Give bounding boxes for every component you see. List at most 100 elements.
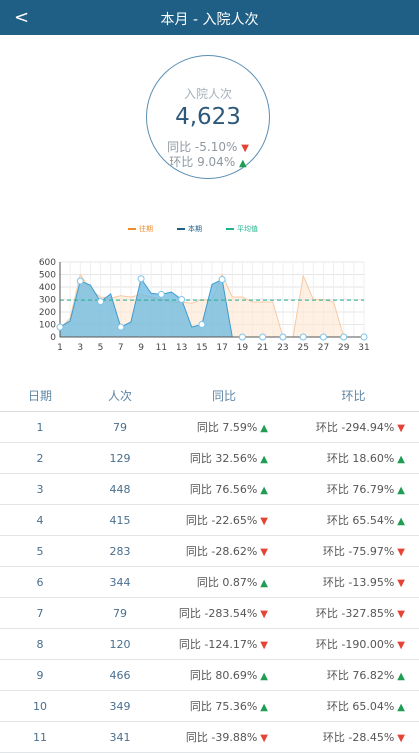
cell-mom-text: 环比 65.54% — [326, 514, 395, 527]
cell-mom-text: 环比 -294.94% — [315, 421, 395, 434]
cell-count: 344 — [80, 576, 160, 589]
data-table: 日期 人次 同比 环比 1 79 同比 7.59% ▲ 环比 -294.94% ▼ 2 129… — [0, 380, 419, 753]
cell-yoy-text: 同比 75.36% — [189, 700, 258, 713]
data-point — [279, 333, 287, 341]
cell-mom-text: 环比 18.60% — [326, 452, 395, 465]
cell-count-text: 120 — [109, 637, 131, 651]
table-body: 1 79 同比 7.59% ▲ 环比 -294.94% ▼ 2 129 同比 32.56% ▲ 环比… — [0, 412, 419, 753]
legend-item-average[interactable]: 平均值 — [226, 224, 258, 234]
cell-count: 466 — [80, 669, 160, 682]
table-row: 2 129 同比 32.56% ▲ 环比 18.60% ▲ — [0, 443, 419, 474]
cell-date-text: 1 — [36, 420, 44, 434]
data-point — [218, 276, 226, 283]
up-triangle-icon: ▲ — [397, 702, 405, 713]
cell-count-text: 415 — [109, 513, 131, 527]
cell-yoy-text: 同比 76.56% — [189, 483, 258, 496]
summary-value: 4,623 — [175, 104, 241, 130]
legend-swatch-average — [226, 228, 234, 230]
y-tick-label: 400 — [39, 283, 56, 293]
cell-count: 415 — [80, 514, 160, 527]
header-yoy: 同比 — [211, 389, 236, 403]
mom-value: 9.04% — [197, 155, 236, 169]
cell-yoy: 同比 -39.88% ▼ — [160, 729, 288, 745]
cell-yoy: 同比 7.59% ▲ — [160, 419, 288, 435]
cell-date-text: 8 — [36, 637, 44, 651]
back-arrow-icon[interactable]: < — [14, 7, 30, 28]
page-title: 本月 - 入院人次 — [160, 12, 259, 28]
cell-date: 11 — [0, 731, 80, 744]
cell-date: 8 — [0, 638, 80, 651]
chart-legend: 往期 本期 平均值 — [128, 224, 258, 234]
cell-date-text: 5 — [36, 544, 44, 558]
down-triangle-icon: ▼ — [260, 609, 268, 620]
cell-count-text: 283 — [109, 544, 131, 558]
cell-count-text: 341 — [109, 730, 131, 744]
cell-count: 129 — [80, 452, 160, 465]
cell-date-text: 4 — [36, 513, 44, 527]
cell-count: 341 — [80, 731, 160, 744]
header-date: 日期 — [27, 389, 52, 403]
cell-date-text: 11 — [33, 730, 47, 744]
cell-date: 6 — [0, 576, 80, 589]
up-triangle-icon: ▲ — [397, 485, 405, 496]
up-triangle-icon: ▲ — [397, 516, 405, 527]
legend-item-past[interactable]: 往期 — [128, 224, 153, 234]
cell-mom: 环比 -13.95% ▼ — [288, 574, 419, 590]
cell-mom: 环比 18.60% ▲ — [288, 450, 419, 466]
summary-mom: 环比 9.04% ▲ — [147, 153, 269, 170]
table-row: 8 120 同比 -124.17% ▼ 环比 -190.00% ▼ — [0, 629, 419, 660]
cell-yoy-text: 同比 -39.88% — [185, 731, 258, 744]
data-point — [238, 333, 246, 341]
cell-date-text: 3 — [36, 482, 44, 496]
table-row: 3 448 同比 76.56% ▲ 环比 76.79% ▲ — [0, 474, 419, 505]
data-point — [137, 275, 145, 283]
yoy-value: -5.10% — [194, 140, 238, 154]
cell-date: 1 — [0, 421, 80, 434]
cell-mom: 环比 65.04% ▲ — [288, 698, 419, 714]
y-tick-label: 600 — [39, 258, 56, 268]
y-tick-label: 200 — [39, 308, 56, 318]
cell-date-text: 6 — [36, 575, 44, 589]
cell-date-text: 9 — [36, 668, 44, 682]
data-point — [299, 333, 307, 341]
table-header: 日期 人次 同比 环比 — [0, 380, 419, 412]
cell-count: 79 — [80, 421, 160, 434]
legend-item-current[interactable]: 本期 — [177, 224, 202, 234]
x-tick-label: 15 — [196, 343, 207, 353]
down-triangle-icon: ▼ — [397, 733, 405, 744]
legend-label-current: 本期 — [188, 225, 202, 233]
header-count: 人次 — [107, 389, 132, 403]
data-point — [360, 333, 368, 341]
cell-count: 79 — [80, 607, 160, 620]
cell-date: 3 — [0, 483, 80, 496]
cell-yoy-text: 同比 80.69% — [189, 669, 258, 682]
legend-swatch-current — [177, 228, 185, 230]
down-triangle-icon: ▼ — [397, 578, 405, 589]
header-mom: 环比 — [341, 389, 366, 403]
down-triangle-icon: ▼ — [397, 547, 405, 558]
cell-yoy-text: 同比 7.59% — [196, 421, 258, 434]
cell-date-text: 10 — [33, 699, 47, 713]
cell-yoy: 同比 -124.17% ▼ — [160, 636, 288, 652]
cell-date-text: 7 — [36, 606, 44, 620]
cell-count-text: 79 — [113, 606, 127, 620]
x-tick-label: 1 — [57, 343, 63, 353]
cell-count-text: 349 — [109, 699, 131, 713]
up-triangle-icon: ▲ — [260, 423, 268, 434]
cell-yoy: 同比 75.36% ▲ — [160, 698, 288, 714]
up-triangle-icon: ▲ — [239, 158, 247, 169]
x-tick-label: 17 — [216, 343, 227, 353]
y-tick-label: 0 — [50, 333, 56, 343]
up-triangle-icon: ▲ — [260, 702, 268, 713]
down-triangle-icon: ▼ — [260, 516, 268, 527]
up-triangle-icon: ▲ — [260, 578, 268, 589]
x-tick-label: 19 — [237, 343, 249, 353]
summary-circle: 入院人次 4,623 同比 -5.10% ▼ 环比 9.04% ▲ — [146, 55, 270, 179]
data-point — [117, 323, 125, 331]
cell-mom: 环比 76.79% ▲ — [288, 481, 419, 497]
cell-mom-text: 环比 -75.97% — [322, 545, 395, 558]
cell-date-text: 2 — [36, 451, 44, 465]
cell-date: 4 — [0, 514, 80, 527]
up-triangle-icon: ▲ — [260, 485, 268, 496]
